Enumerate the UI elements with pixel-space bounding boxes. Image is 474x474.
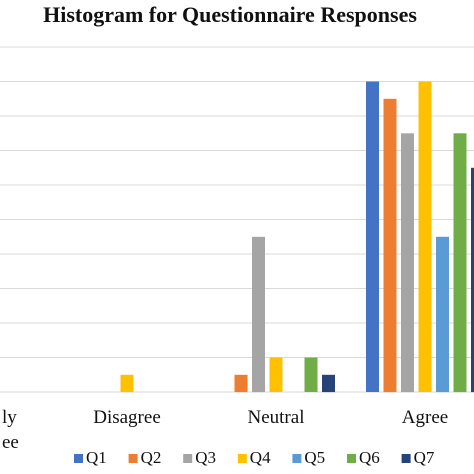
legend-swatch-q4 xyxy=(237,454,247,463)
tick-label-0-line2: ee xyxy=(2,432,19,453)
tick-label-2: Neutral xyxy=(248,407,305,428)
bar-q2-3 xyxy=(383,98,397,393)
legend-swatch-q7 xyxy=(401,454,411,463)
bar-q4-1 xyxy=(120,374,134,393)
gridlines xyxy=(0,46,474,393)
legend-label-q4: Q4 xyxy=(250,448,271,467)
legend-swatch-q1 xyxy=(74,454,83,463)
legend-label-q6: Q6 xyxy=(359,448,380,467)
tick-label-1: Disagree xyxy=(93,407,161,428)
legend-swatch-q3 xyxy=(183,454,193,463)
category-tick-labels: ly ee Disagree Neutral Agree xyxy=(2,407,448,453)
legend-label-q2: Q2 xyxy=(141,448,162,467)
legend-label-q5: Q5 xyxy=(304,448,325,467)
bar-q6-2 xyxy=(304,357,318,392)
bar-q7-2 xyxy=(322,374,335,393)
bar-q5-3 xyxy=(436,236,449,393)
legend-label-q1: Q1 xyxy=(86,448,107,467)
legend: Q1 Q2 Q3 Q4 Q5 Q6 Q7 xyxy=(74,448,435,467)
legend-swatch-q2 xyxy=(128,454,138,463)
bar-q3-2 xyxy=(252,236,265,393)
legend-label-q7: Q7 xyxy=(414,448,435,467)
bar-q7-3 xyxy=(471,167,474,393)
bars xyxy=(120,81,474,393)
chart-title: Histogram for Questionnaire Responses xyxy=(43,2,417,27)
bar-q4-3 xyxy=(418,81,432,392)
bar-q2-2 xyxy=(234,374,248,393)
bar-q3-3 xyxy=(401,133,414,393)
tick-label-3: Agree xyxy=(402,407,448,428)
legend-label-q3: Q3 xyxy=(195,448,216,467)
bar-q4-2 xyxy=(269,357,283,392)
legend-swatch-q6 xyxy=(347,454,356,463)
bar-q6-3 xyxy=(453,133,467,393)
tick-label-0: ly xyxy=(2,407,17,428)
bar-q1-3 xyxy=(366,81,379,392)
legend-swatch-q5 xyxy=(292,454,302,463)
